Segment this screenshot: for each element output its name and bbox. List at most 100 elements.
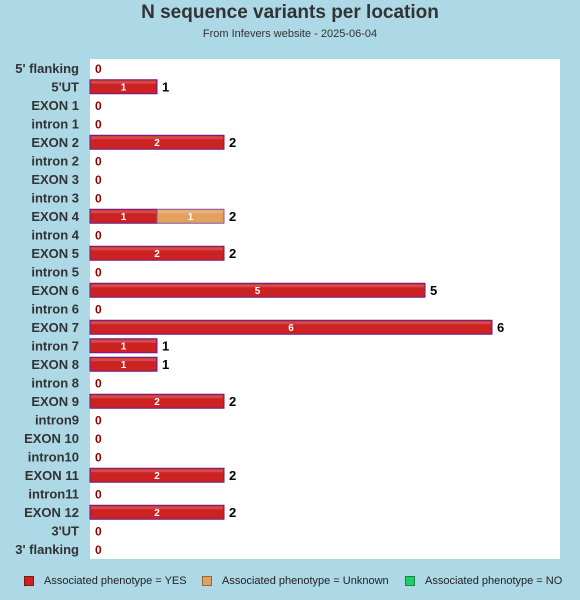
segment-value-label: 1 — [188, 212, 194, 223]
category-label: EXON 3 — [31, 172, 79, 187]
category-label: intron 6 — [31, 301, 79, 316]
category-label: 3' flanking — [15, 542, 79, 557]
segment-value-label: 2 — [154, 249, 160, 260]
segment-value-label: 1 — [121, 82, 127, 93]
total-value-label: 0 — [95, 191, 102, 205]
total-value-label: 0 — [95, 154, 102, 168]
category-label: EXON 8 — [31, 357, 79, 372]
total-value-label: 2 — [229, 468, 236, 483]
bar-highlight — [91, 395, 223, 399]
total-value-label: 2 — [229, 135, 236, 150]
total-value-label: 2 — [229, 209, 236, 224]
category-label: intron 1 — [31, 116, 79, 131]
total-value-label: 0 — [95, 99, 102, 113]
bar-segment — [89, 282, 426, 298]
total-value-label: 0 — [95, 62, 102, 76]
segment-value-label: 1 — [121, 360, 127, 371]
category-label: intron9 — [35, 412, 79, 427]
category-label: EXON 11 — [25, 468, 79, 483]
category-label: EXON 4 — [31, 209, 79, 224]
category-label: 5' flanking — [15, 61, 79, 76]
category-label: EXON 12 — [24, 505, 79, 520]
total-value-label: 2 — [229, 246, 236, 261]
total-value-label: 1 — [162, 338, 169, 353]
bar-highlight — [158, 210, 223, 214]
total-value-label: 0 — [95, 450, 102, 464]
legend-label-yes: Associated phenotype = YES — [44, 575, 187, 587]
chart-subtitle: From Infevers website - 2025-06-04 — [202, 28, 378, 40]
bar-segment — [89, 134, 225, 150]
total-value-label: 0 — [95, 543, 102, 557]
legend: Associated phenotype = YES Associated ph… — [0, 575, 580, 591]
bar-highlight — [91, 358, 156, 362]
total-value-label: 0 — [95, 487, 102, 501]
segment-value-label: 1 — [121, 212, 127, 223]
legend-swatch-no — [405, 576, 415, 586]
category-label: 3'UT — [51, 523, 79, 538]
bar-segment — [89, 356, 158, 372]
bar-segment — [89, 245, 225, 261]
bar-segment — [89, 319, 493, 335]
legend-item-yes[interactable]: Associated phenotype = YES — [24, 575, 187, 587]
total-value-label: 2 — [229, 505, 236, 520]
total-value-label: 0 — [95, 265, 102, 279]
segment-value-label: 1 — [121, 341, 127, 352]
legend-item-unknown[interactable]: Associated phenotype = Unknown — [202, 575, 389, 587]
total-value-label: 0 — [95, 173, 102, 187]
category-label: EXON 7 — [31, 320, 79, 335]
legend-swatch-yes — [24, 576, 34, 586]
segment-value-label: 2 — [154, 397, 160, 408]
bar-highlight — [91, 247, 223, 251]
bar-highlight — [91, 210, 156, 214]
bar-highlight — [91, 339, 156, 343]
category-label: EXON 6 — [31, 283, 79, 298]
category-label: EXON 10 — [24, 431, 79, 446]
category-label: intron 7 — [31, 338, 79, 353]
legend-label-no: Associated phenotype = NO — [425, 575, 563, 587]
total-value-label: 0 — [95, 376, 102, 390]
bar-segment — [89, 504, 225, 520]
bar-segment — [156, 208, 225, 224]
legend-item-no[interactable]: Associated phenotype = NO — [405, 575, 562, 587]
category-label: intron 2 — [31, 153, 79, 168]
segment-value-label: 6 — [288, 323, 294, 334]
bar-highlight — [91, 136, 223, 140]
category-label: intron 8 — [31, 375, 79, 390]
bar-highlight — [91, 506, 223, 510]
legend-swatch-unknown — [202, 576, 212, 586]
category-label: EXON 1 — [31, 98, 79, 113]
total-value-label: 0 — [95, 413, 102, 427]
total-value-label: 6 — [497, 320, 504, 335]
segment-value-label: 5 — [255, 286, 261, 297]
total-value-label: 1 — [162, 79, 169, 94]
total-value-label: 0 — [95, 228, 102, 242]
total-value-label: 5 — [430, 283, 437, 298]
bar-highlight — [91, 321, 491, 325]
category-label: intron11 — [28, 486, 79, 501]
segment-value-label: 2 — [154, 138, 160, 149]
total-value-label: 2 — [229, 394, 236, 409]
bar-highlight — [91, 284, 424, 288]
category-label: intron 3 — [31, 190, 79, 205]
legend-label-unknown: Associated phenotype = Unknown — [222, 575, 389, 587]
category-label: EXON 2 — [31, 135, 79, 150]
total-value-label: 0 — [95, 302, 102, 316]
segment-value-label: 2 — [154, 508, 160, 519]
category-label: 5'UT — [51, 79, 79, 94]
plot-area — [90, 59, 560, 559]
chart-title: N sequence variants per location — [141, 2, 439, 23]
bar-segment — [89, 467, 225, 483]
bar-highlight — [91, 80, 156, 84]
category-label: intron10 — [28, 449, 79, 464]
total-value-label: 0 — [95, 432, 102, 446]
bar-highlight — [91, 469, 223, 473]
category-label: EXON 9 — [31, 394, 79, 409]
bar-segment — [89, 393, 225, 409]
segment-value-label: 2 — [154, 471, 160, 482]
category-label: EXON 5 — [31, 246, 79, 261]
category-label: intron 5 — [31, 264, 79, 279]
total-value-label: 0 — [95, 117, 102, 131]
bar-segment — [89, 338, 158, 354]
